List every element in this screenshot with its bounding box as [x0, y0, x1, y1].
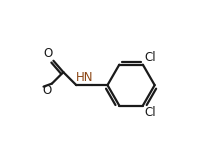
Text: O: O — [43, 47, 53, 60]
Text: O: O — [42, 84, 51, 97]
Text: Cl: Cl — [144, 51, 156, 64]
Text: HN: HN — [75, 71, 93, 84]
Text: Cl: Cl — [144, 106, 156, 119]
